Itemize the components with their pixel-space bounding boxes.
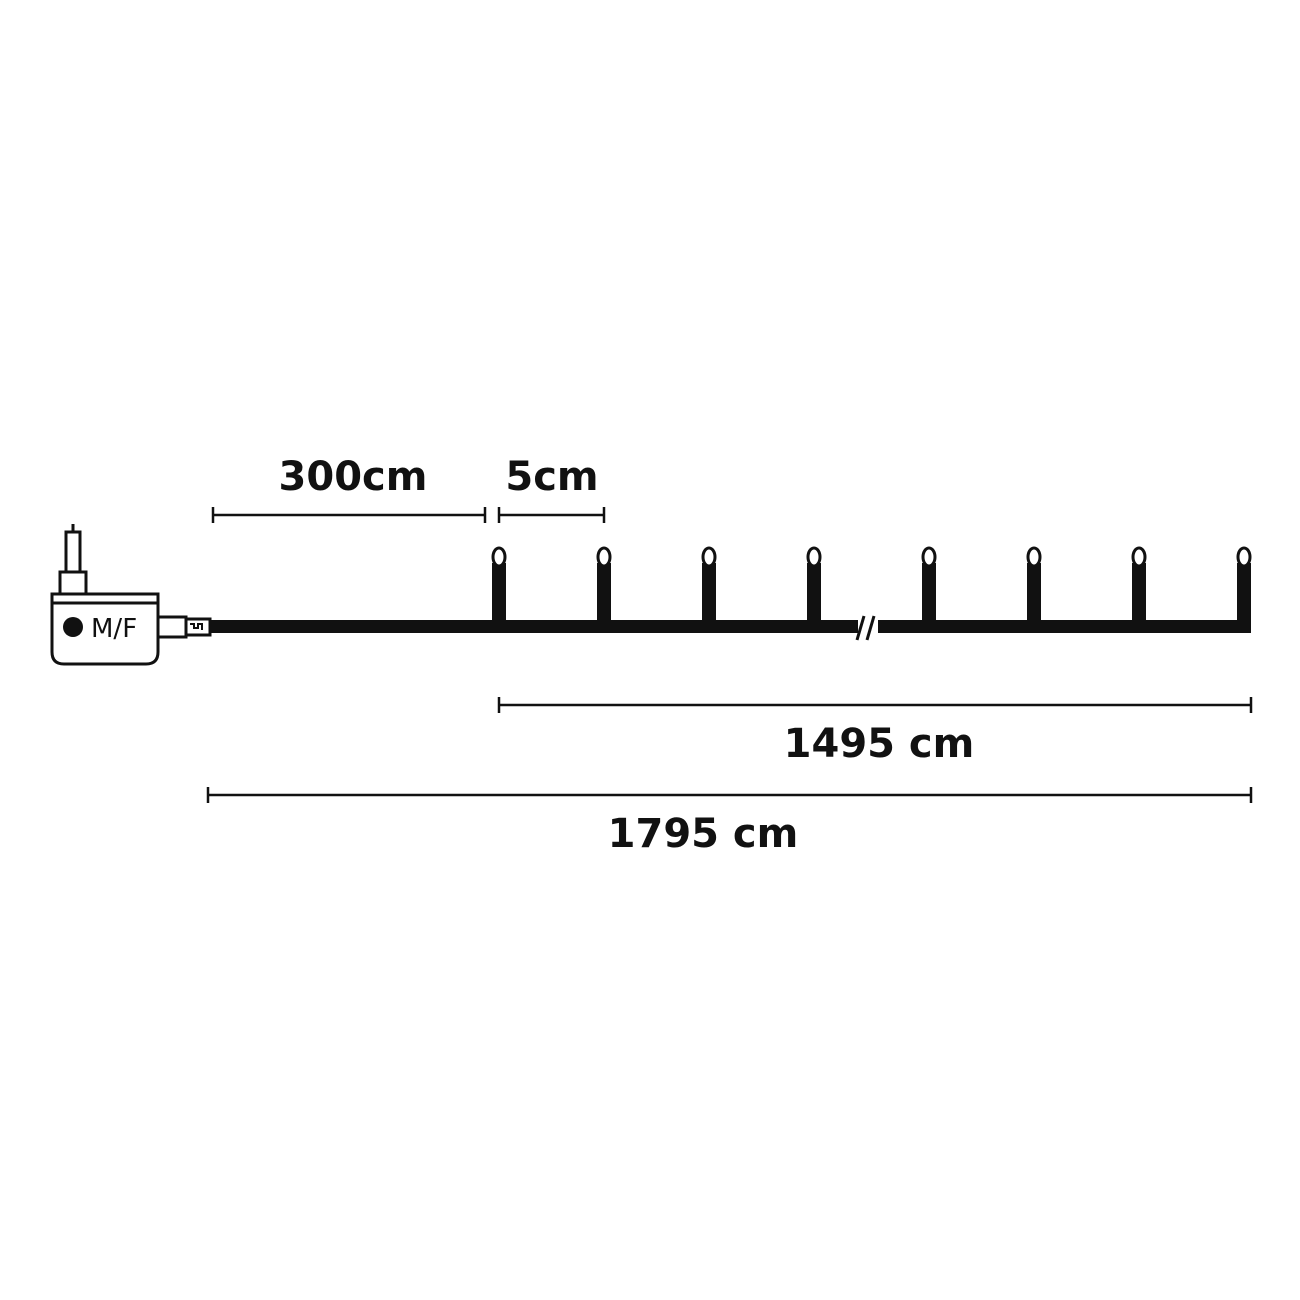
break-mark-icon (855, 615, 876, 641)
dimension-lead-cable (211, 507, 487, 523)
controller-label: M/F (91, 614, 137, 644)
bulb-icon (491, 546, 507, 625)
dimension-bulb-spacing (497, 507, 606, 523)
bulb-spacing-label: 5cm (505, 454, 598, 500)
bulb-icon (806, 546, 822, 625)
bulb-icon (1026, 546, 1042, 625)
controller-body (50, 592, 160, 666)
connector-icon (156, 615, 212, 639)
mode-dot-icon (63, 617, 83, 637)
bulb-icon (921, 546, 937, 625)
plug-icon (58, 524, 88, 596)
main-cable (210, 615, 1251, 641)
lead-cable-label: 300cm (279, 454, 428, 500)
total-length-label: 1795 cm (608, 811, 799, 857)
dimension-lit-length (497, 697, 1253, 713)
controller-box: M/F (50, 524, 212, 666)
bulb-icon (1236, 546, 1252, 625)
bulb-group (491, 546, 1252, 625)
bulb-icon (1131, 546, 1147, 625)
lit-length-label: 1495 cm (784, 721, 975, 767)
bulb-icon (596, 546, 612, 625)
dimension-total-length (206, 787, 1253, 803)
bulb-icon (701, 546, 717, 625)
